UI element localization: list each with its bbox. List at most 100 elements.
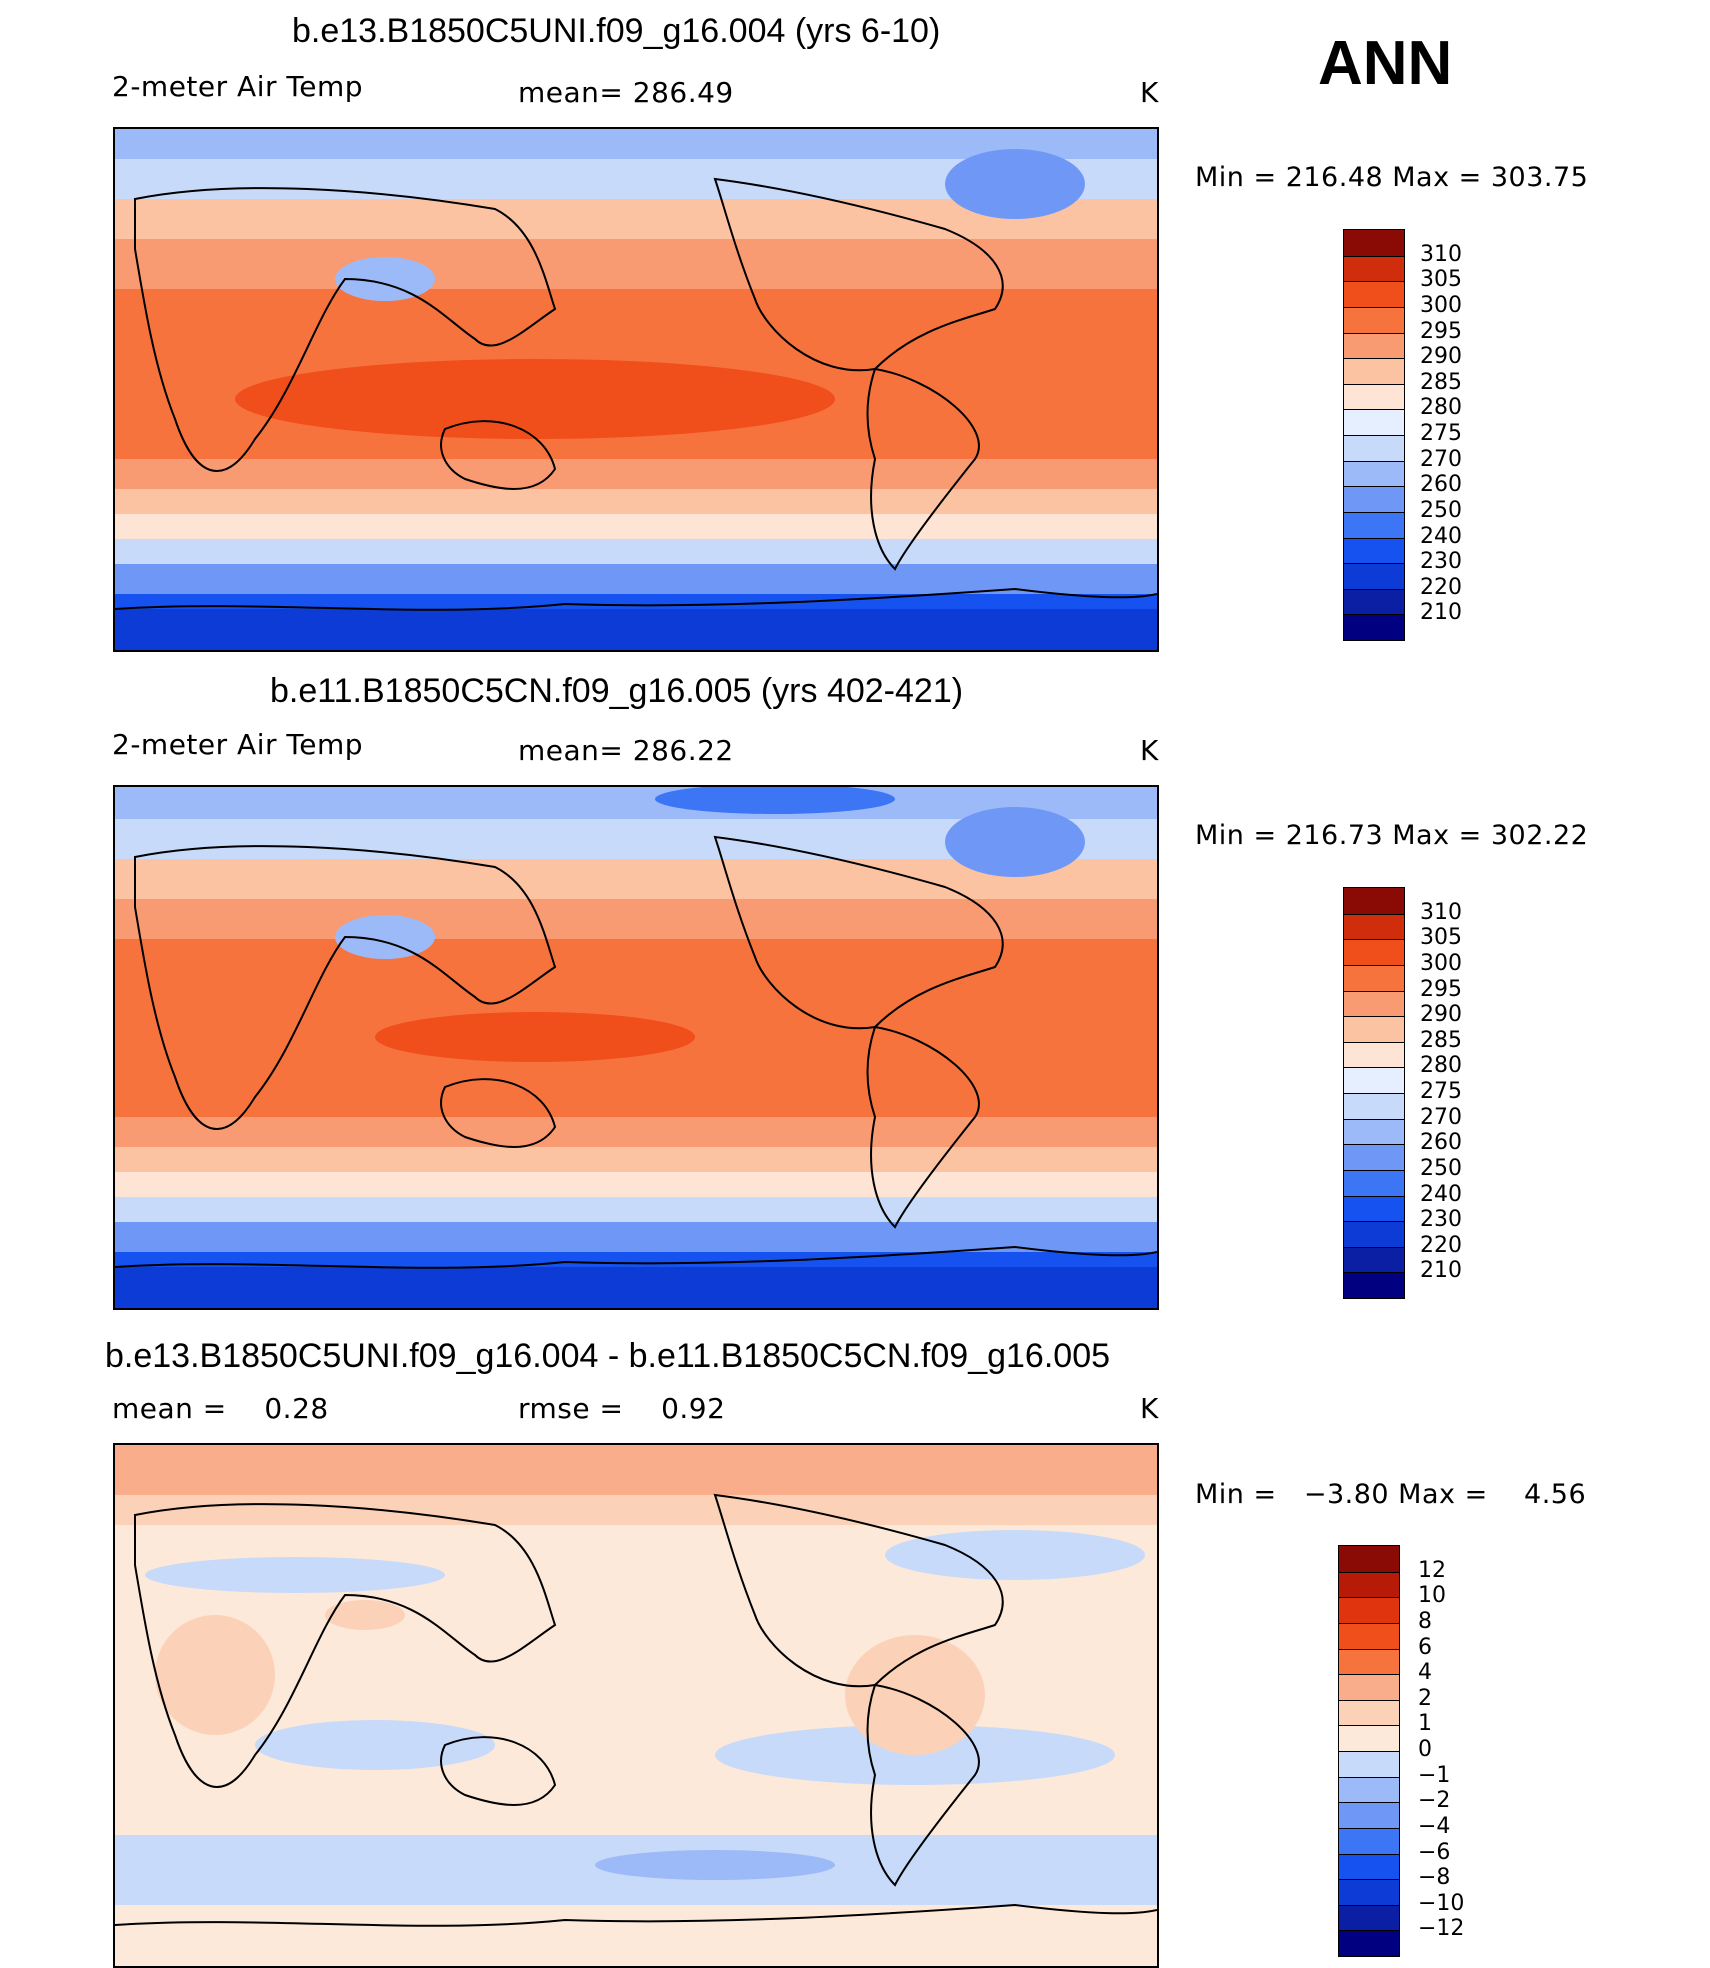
- colorbar-tick-label: 295: [1420, 318, 1462, 344]
- colorbar-tick-label: 305: [1420, 925, 1462, 951]
- colorbar-tick-label: −10: [1418, 1890, 1465, 1916]
- panel2-minmax: Min = 216.73 Max = 302.22: [1195, 820, 1589, 851]
- panel1-minmax: Min = 216.48 Max = 303.75: [1195, 162, 1589, 193]
- colorbar-tick-label: 220: [1420, 1232, 1462, 1258]
- colorbar-box: [1344, 409, 1404, 435]
- panel2-variable: 2-meter Air Temp: [112, 728, 364, 761]
- panel2-map-svg: [115, 787, 1157, 1308]
- panel1-mean: mean= 286.49: [518, 76, 734, 109]
- colorbar-box: [1344, 1016, 1404, 1042]
- panel2-colorbar: [1343, 887, 1405, 1299]
- panel3-rmse: rmse = 0.92: [518, 1392, 726, 1425]
- colorbar-tick-label: 250: [1420, 497, 1462, 523]
- colorbar-box: [1339, 1725, 1399, 1751]
- colorbar-tick-label: 300: [1420, 950, 1462, 976]
- colorbar-tick-label: −4: [1418, 1813, 1451, 1839]
- colorbar-box: [1344, 913, 1404, 940]
- panel3-map: [113, 1443, 1159, 1968]
- colorbar-box: [1344, 990, 1404, 1017]
- colorbar-tick-label: 285: [1420, 369, 1462, 395]
- colorbar-box: [1339, 1699, 1399, 1726]
- colorbar-tick-label: 8: [1418, 1608, 1432, 1634]
- panel1-title: b.e13.B1850C5UNI.f09_g16.004 (yrs 6-10): [292, 12, 941, 50]
- colorbar-box: [1339, 1674, 1399, 1700]
- colorbar-box: [1344, 460, 1404, 487]
- colorbar-tick-label: 210: [1420, 1258, 1462, 1284]
- colorbar-box: [1344, 1246, 1404, 1273]
- colorbar-box: [1339, 1622, 1399, 1649]
- colorbar-box: [1339, 1776, 1399, 1803]
- colorbar-tick-label: 10: [1418, 1583, 1446, 1609]
- panel1-colorbar: [1343, 229, 1405, 641]
- colorbar-box: [1339, 1546, 1399, 1572]
- colorbar-tick-label: 275: [1420, 421, 1462, 446]
- colorbar-box: [1344, 281, 1404, 307]
- colorbar-box: [1344, 588, 1404, 615]
- colorbar-tick-label: 260: [1420, 1130, 1462, 1156]
- colorbar-tick-label: 285: [1420, 1027, 1462, 1053]
- colorbar-tick-label: 230: [1420, 1207, 1462, 1233]
- colorbar-box: [1344, 435, 1404, 461]
- colorbar-box: [1339, 1802, 1399, 1828]
- panel3-units: K: [1140, 1392, 1159, 1425]
- colorbar-tick-label: 290: [1420, 1002, 1462, 1028]
- colorbar-tick-label: 1: [1418, 1711, 1432, 1737]
- colorbar-box: [1339, 1904, 1399, 1931]
- colorbar-tick-label: 12: [1418, 1557, 1446, 1583]
- colorbar-box: [1344, 1118, 1404, 1145]
- colorbar-box: [1344, 486, 1404, 512]
- colorbar-tick-label: 0: [1418, 1737, 1432, 1762]
- season-label: ANN: [1318, 29, 1453, 98]
- colorbar-box: [1344, 537, 1404, 564]
- colorbar-tick-label: 240: [1420, 523, 1462, 549]
- colorbar-box: [1339, 1597, 1399, 1623]
- colorbar-tick-label: 305: [1420, 267, 1462, 293]
- panel3-map-svg: [115, 1445, 1157, 1966]
- colorbar-box: [1344, 511, 1404, 538]
- colorbar-box: [1344, 306, 1404, 333]
- colorbar-box: [1344, 383, 1404, 410]
- colorbar-box: [1344, 1067, 1404, 1093]
- colorbar-box: [1344, 888, 1404, 914]
- colorbar-tick-label: 4: [1418, 1660, 1432, 1686]
- colorbar-box: [1344, 332, 1404, 359]
- colorbar-tick-label: 310: [1420, 241, 1462, 267]
- panel1-units: K: [1140, 76, 1159, 109]
- colorbar-box: [1344, 1144, 1404, 1170]
- colorbar-box: [1339, 1648, 1399, 1675]
- panel1-map: [113, 127, 1159, 652]
- colorbar-box: [1344, 964, 1404, 991]
- colorbar-box: [1344, 1041, 1404, 1068]
- panel2-units: K: [1140, 734, 1159, 767]
- colorbar-box: [1344, 939, 1404, 965]
- colorbar-tick-label: 290: [1420, 344, 1462, 370]
- colorbar-tick-label: 270: [1420, 446, 1462, 472]
- colorbar-box: [1339, 1571, 1399, 1598]
- colorbar-tick-label: −2: [1418, 1788, 1451, 1814]
- colorbar-box: [1339, 1751, 1399, 1777]
- colorbar-tick-label: −6: [1418, 1839, 1451, 1865]
- colorbar-tick-label: −12: [1418, 1916, 1465, 1942]
- colorbar-box: [1339, 1827, 1399, 1854]
- colorbar-tick-label: 230: [1420, 549, 1462, 575]
- panel2-mean: mean= 286.22: [518, 734, 734, 767]
- colorbar-tick-label: 6: [1418, 1634, 1432, 1660]
- colorbar-box: [1344, 255, 1404, 282]
- colorbar-box: [1339, 1879, 1399, 1905]
- colorbar-box: [1344, 1221, 1404, 1247]
- panel3-title: b.e13.B1850C5UNI.f09_g16.004 - b.e11.B18…: [105, 1337, 1111, 1375]
- panel3-mean: mean = 0.28: [112, 1392, 329, 1425]
- panel1-variable: 2-meter Air Temp: [112, 70, 364, 103]
- colorbar-tick-label: 280: [1420, 395, 1462, 421]
- colorbar-tick-label: 295: [1420, 976, 1462, 1002]
- colorbar-tick-label: 240: [1420, 1181, 1462, 1207]
- panel2-colorbar-labels: 310 305 300 295 290 285 280 275 270 260 250 240 230 2…: [1420, 887, 1520, 1299]
- panel1-map-svg: [115, 129, 1157, 650]
- colorbar-tick-label: 280: [1420, 1053, 1462, 1079]
- colorbar-tick-label: 275: [1420, 1079, 1462, 1104]
- colorbar-box: [1339, 1853, 1399, 1880]
- panel2-map: [113, 785, 1159, 1310]
- colorbar-tick-label: 210: [1420, 600, 1462, 626]
- colorbar-box: [1344, 614, 1404, 640]
- colorbar-tick-label: 260: [1420, 472, 1462, 498]
